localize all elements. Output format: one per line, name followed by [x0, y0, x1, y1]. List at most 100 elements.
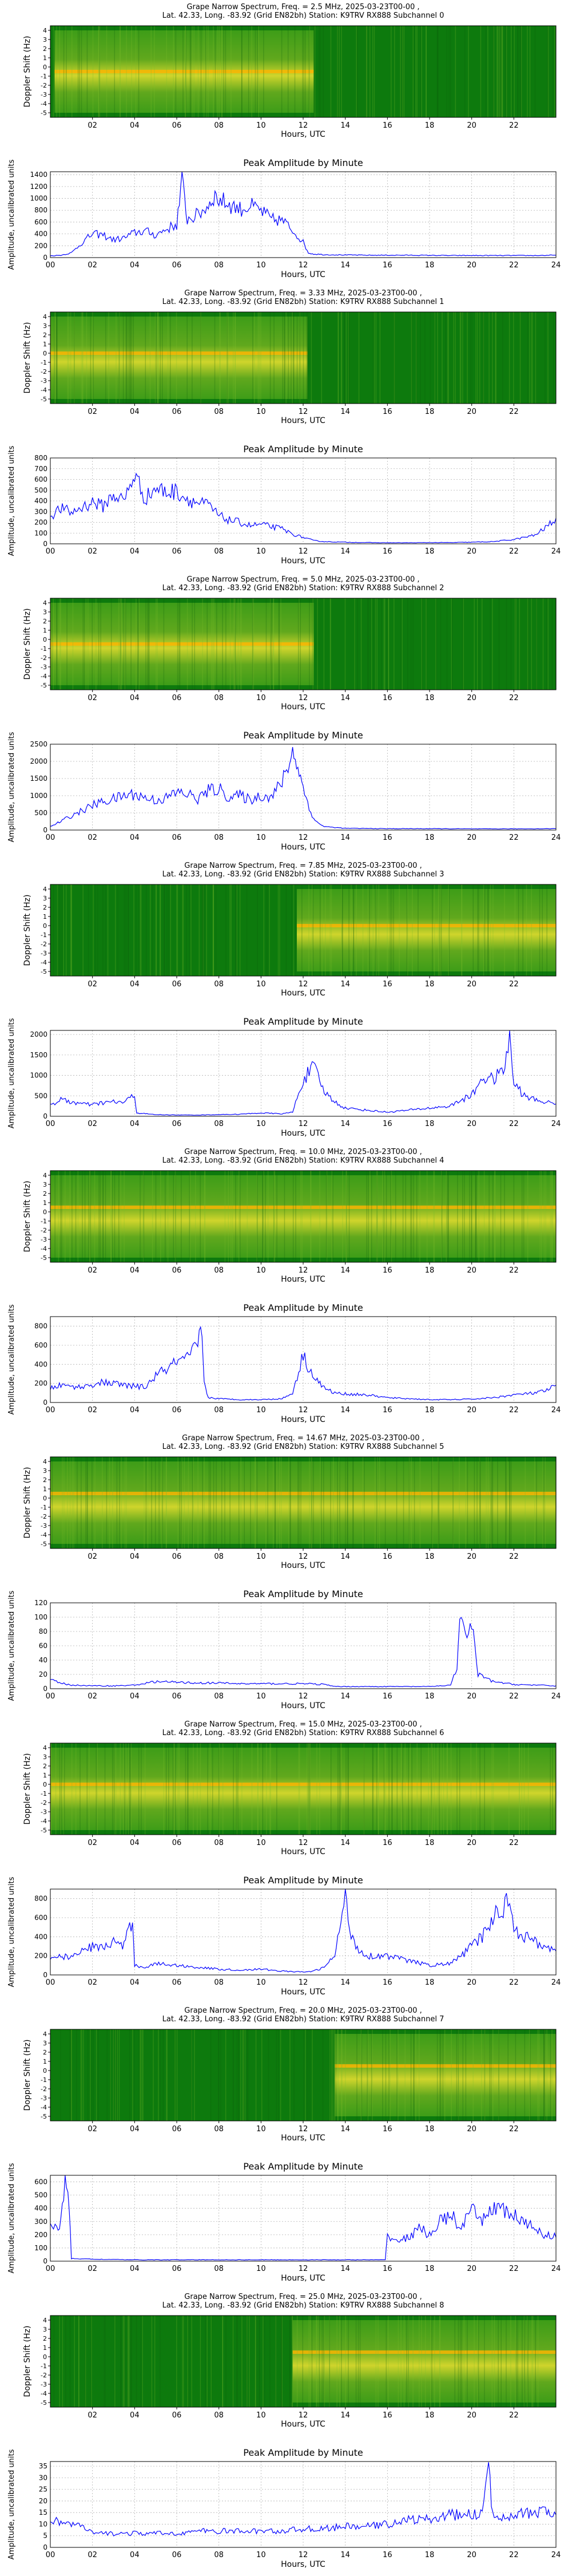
amp-ytick: 100 — [34, 1613, 47, 1621]
spectrum-ytick: 1 — [43, 1772, 47, 1779]
amp-xtick: 22 — [509, 1406, 519, 1415]
amplitude-frame — [50, 457, 557, 544]
spectrum-ytick: 3 — [43, 1181, 47, 1188]
spectrum-ytick: 3 — [43, 609, 47, 616]
amp-xtick: 04 — [130, 2551, 140, 2559]
amp-xtick: 22 — [509, 833, 519, 842]
spectrum-xtick: 02 — [88, 1839, 97, 1847]
panel-4: Grape Narrow Spectrum, Freq. = 10.0 MHz,… — [7, 1148, 561, 1424]
amp-ytick: 400 — [34, 1360, 47, 1368]
amp-xtick: 14 — [340, 1978, 350, 1987]
amp-xtick: 24 — [551, 1978, 561, 1987]
amp-xtick: 10 — [256, 1692, 266, 1701]
amplitude-ylabel: Amplitude, uncalibrated units — [7, 1304, 16, 1415]
amp-xtick: 20 — [467, 1406, 476, 1415]
amp-xtick: 22 — [509, 261, 519, 270]
amp-ytick: 300 — [34, 2218, 47, 2226]
spectrum-xtick: 20 — [467, 2125, 476, 2134]
panel-3: Grape Narrow Spectrum, Freq. = 7.85 MHz,… — [7, 862, 561, 1138]
spectrum-ytick: -4 — [41, 100, 47, 108]
spectrum-title-line2: Lat. 42.33, Long. -83.92 (Grid EN82bh) S… — [162, 1156, 444, 1165]
amp-xtick: 00 — [46, 547, 55, 556]
spectrum-xtick: 10 — [256, 2411, 266, 2420]
amp-xtick: 00 — [46, 833, 55, 842]
spectrum-xtick: 08 — [214, 694, 224, 702]
amplitude-series-line — [50, 747, 557, 829]
spectrum-xtick: 06 — [172, 1266, 182, 1275]
amp-ytick: 500 — [34, 2191, 47, 2199]
spectrum-ytick: -4 — [41, 2104, 47, 2111]
amp-xtick: 06 — [172, 1978, 182, 1987]
amplitude-series-line — [50, 171, 557, 256]
amp-xtick: 04 — [130, 833, 140, 842]
amp-ytick: 10 — [39, 2520, 47, 2528]
spectrum-xtick: 08 — [214, 408, 224, 416]
amplitude-frame — [50, 1888, 557, 1976]
spectrum-ytick: 0 — [43, 1495, 47, 1502]
spectrum-ytick: -2 — [41, 82, 47, 89]
spectrogram-carrier-band — [50, 1492, 556, 1495]
amp-ytick: 400 — [34, 2204, 47, 2212]
amp-xtick: 14 — [340, 1406, 350, 1415]
spectrum-title-line2: Lat. 42.33, Long. -83.92 (Grid EN82bh) S… — [162, 870, 444, 879]
amp-xtick: 08 — [214, 261, 224, 270]
spectrum-ytick: -5 — [41, 1540, 47, 1548]
amp-ytick: 15 — [39, 2508, 47, 2516]
amp-xtick: 16 — [383, 833, 392, 842]
amp-xtick: 22 — [509, 1692, 519, 1701]
spectrum-xtick: 06 — [172, 1552, 182, 1561]
amp-xtick: 10 — [256, 2265, 266, 2273]
spectrum-ylabel: Doppler Shift (Hz) — [23, 2326, 32, 2397]
amp-ytick: 1000 — [30, 195, 47, 203]
amp-ytick: 500 — [34, 809, 47, 817]
spectrum-xtick: 08 — [214, 2411, 224, 2420]
spectrum-title-line1: Grape Narrow Spectrum, Freq. = 7.85 MHz,… — [184, 862, 422, 870]
spectrum-title-line1: Grape Narrow Spectrum, Freq. = 15.0 MHz,… — [184, 1720, 422, 1729]
amp-xtick: 16 — [383, 547, 392, 556]
amplitude-ylabel: Amplitude, uncalibrated units — [7, 159, 16, 270]
amplitude-xlabel: Hours, UTC — [281, 2274, 325, 2283]
amp-ytick: 200 — [34, 1380, 47, 1388]
spectrum-ytick: 4 — [43, 2030, 47, 2038]
amplitude-ylabel: Amplitude, uncalibrated units — [7, 2163, 16, 2273]
amp-ytick: 800 — [34, 454, 47, 462]
spectrum-xtick: 04 — [130, 1839, 140, 1847]
amplitude-title: Peak Amplitude by Minute — [243, 1302, 363, 1313]
amp-xtick: 10 — [256, 261, 266, 270]
amp-ytick: 200 — [34, 519, 47, 527]
spectrum-xtick: 02 — [88, 408, 97, 416]
amp-ytick: 600 — [34, 1341, 47, 1349]
spectrum-xtick: 14 — [340, 694, 350, 702]
amp-xtick: 08 — [214, 1692, 224, 1701]
spectrum-xlabel: Hours, UTC — [281, 702, 325, 712]
amp-ytick: 400 — [34, 497, 47, 505]
spectrum-xtick: 10 — [256, 694, 266, 702]
amp-xtick: 04 — [130, 2265, 140, 2273]
spectrum-xtick: 10 — [256, 121, 266, 130]
amp-xtick: 18 — [425, 1406, 435, 1415]
spectrum-ytick: 0 — [43, 922, 47, 930]
spectrum-ylabel: Doppler Shift (Hz) — [23, 322, 32, 394]
spectrum-xtick: 22 — [509, 694, 519, 702]
spectrogram-activity — [292, 2320, 556, 2403]
amp-ytick: 2500 — [30, 740, 47, 748]
spectrogram-carrier-band — [50, 642, 314, 646]
amp-xtick: 00 — [46, 1978, 55, 1987]
spectrum-xtick: 04 — [130, 1552, 140, 1561]
spectrum-xtick: 12 — [299, 2411, 308, 2420]
amp-xtick: 20 — [467, 1120, 476, 1128]
amp-xtick: 12 — [299, 1406, 308, 1415]
amp-xtick: 12 — [299, 2265, 308, 2273]
spectrum-ytick: -4 — [41, 1818, 47, 1825]
amp-xtick: 20 — [467, 833, 476, 842]
amplitude-series-line — [50, 2175, 557, 2261]
spectrum-ytick: 2 — [43, 618, 47, 625]
spectrum-xtick: 10 — [256, 1552, 266, 1561]
spectrum-xtick: 10 — [256, 1266, 266, 1275]
amp-xtick: 24 — [551, 1692, 561, 1701]
spectrum-ytick: -5 — [41, 2113, 47, 2120]
spectrum-ytick: 1 — [43, 1485, 47, 1493]
spectrum-xtick: 18 — [425, 694, 435, 702]
amp-xtick: 22 — [509, 2265, 519, 2273]
spectrum-ytick: 2 — [43, 331, 47, 339]
